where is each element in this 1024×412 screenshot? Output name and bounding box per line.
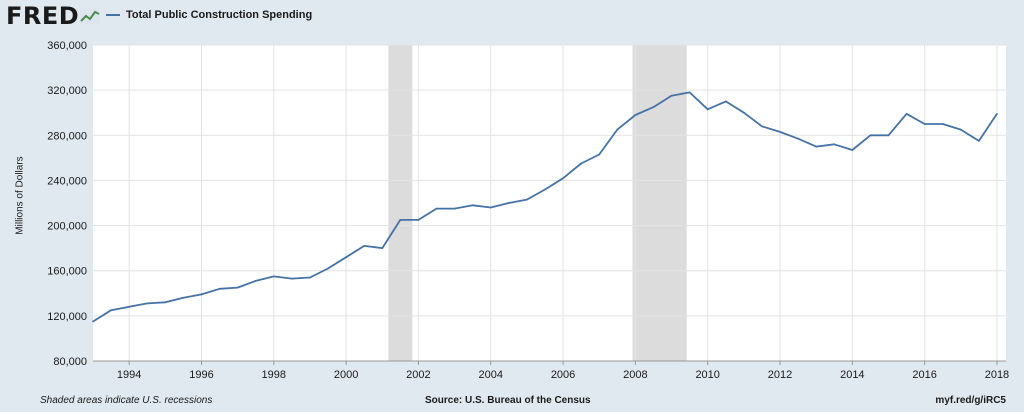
- recession-note: Shaded areas indicate U.S. recessions: [40, 395, 213, 406]
- data-point: [580, 162, 583, 165]
- data-point: [453, 207, 456, 210]
- y-tick-label: 240,000: [47, 175, 87, 187]
- data-point: [471, 204, 474, 207]
- data-point: [905, 112, 908, 115]
- legend-swatch: [106, 14, 120, 16]
- x-tick-label: 1994: [117, 369, 141, 381]
- data-point: [435, 207, 438, 210]
- recession-band-2: [632, 45, 687, 361]
- data-point: [652, 106, 655, 108]
- short-url: myf.red/g/iRC5: [935, 395, 1006, 406]
- data-point: [128, 305, 131, 308]
- legend-label: Total Public Construction Spending: [126, 9, 313, 21]
- x-tick-label: 1998: [262, 369, 286, 381]
- recession-band-1: [388, 45, 413, 361]
- x-tick-label: 2004: [479, 369, 503, 381]
- y-tick-label: 80,000: [53, 356, 87, 368]
- data-point: [218, 287, 221, 290]
- data-point: [272, 275, 275, 278]
- data-point: [688, 91, 691, 94]
- data-point: [164, 301, 167, 304]
- data-point: [959, 128, 962, 131]
- data-point: [724, 100, 727, 103]
- x-tick-label: 2016: [912, 369, 936, 381]
- y-tick-label: 200,000: [47, 221, 87, 233]
- data-point: [110, 309, 112, 312]
- data-point: [526, 198, 528, 201]
- data-point: [761, 125, 763, 128]
- y-tick-label: 320,000: [47, 85, 87, 97]
- data-point: [200, 293, 203, 296]
- x-tick-label: 2018: [985, 369, 1009, 381]
- y-tick-label: 160,000: [47, 266, 87, 278]
- data-point: [634, 114, 637, 116]
- source-text: Source: U.S. Bureau of the Census: [425, 395, 591, 406]
- data-point: [327, 267, 329, 270]
- x-tick-label: 1996: [189, 369, 213, 381]
- data-point: [616, 128, 619, 131]
- data-point: [779, 131, 781, 133]
- data-point: [417, 219, 420, 221]
- plot-area: [93, 45, 1006, 361]
- data-point: [489, 206, 492, 209]
- x-tick-label: 2000: [334, 369, 358, 381]
- data-point: [309, 276, 311, 279]
- x-tick-label: 2010: [695, 369, 719, 381]
- data-point: [977, 140, 980, 142]
- x-tick-label: 2008: [623, 369, 647, 381]
- data-point: [598, 153, 601, 156]
- data-point: [923, 123, 926, 125]
- y-tick-label: 280,000: [47, 130, 87, 142]
- data-point: [254, 279, 257, 282]
- data-point: [363, 244, 366, 247]
- data-point: [887, 134, 890, 137]
- data-point: [381, 247, 384, 250]
- x-tick-label: 2002: [406, 369, 430, 381]
- data-point: [851, 149, 854, 151]
- data-point: [797, 137, 799, 140]
- data-point: [706, 108, 709, 111]
- data-point: [742, 111, 745, 114]
- data-point: [236, 286, 239, 289]
- y-tick-label: 120,000: [47, 311, 87, 323]
- data-point: [182, 296, 185, 299]
- data-point: [670, 94, 673, 97]
- fred-logo: FRED: [6, 2, 80, 30]
- data-point: [562, 177, 564, 180]
- legend: Total Public Construction Spending: [106, 9, 312, 21]
- data-point: [507, 202, 510, 204]
- data-point: [146, 302, 149, 305]
- data-point: [290, 277, 293, 280]
- data-point: [345, 256, 348, 259]
- data-point: [815, 145, 818, 148]
- data-point: [833, 143, 836, 146]
- x-tick-label: 2006: [551, 369, 575, 381]
- data-point: [869, 134, 872, 137]
- data-point: [92, 320, 94, 323]
- y-tick-label: 360,000: [47, 40, 87, 52]
- data-point: [399, 219, 402, 221]
- data-point: [996, 112, 998, 115]
- fred-chart-logo-icon: [80, 8, 100, 24]
- x-tick-label: 2014: [840, 369, 864, 381]
- data-point: [941, 123, 944, 125]
- x-tick-label: 2012: [768, 369, 792, 381]
- data-point: [544, 188, 546, 191]
